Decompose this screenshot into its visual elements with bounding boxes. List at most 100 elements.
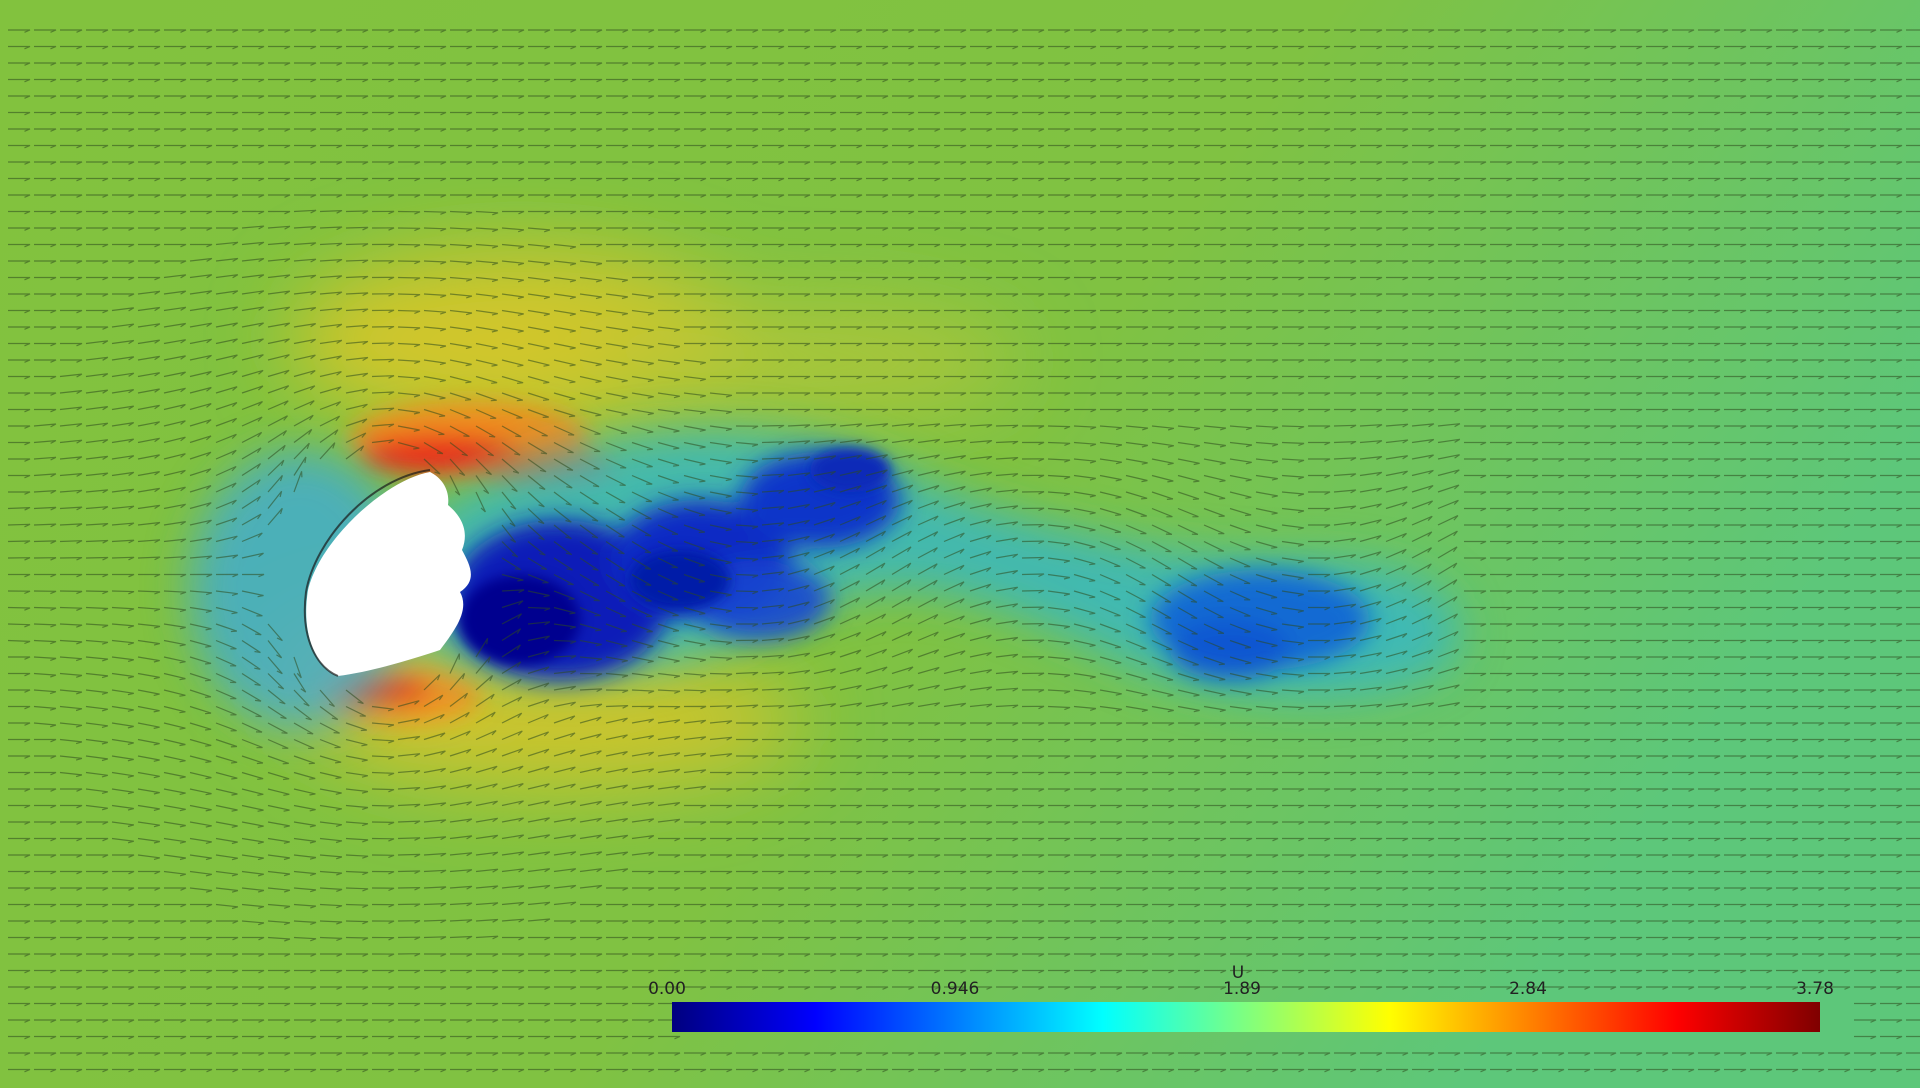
velocity-arrow — [969, 455, 993, 460]
velocity-arrow — [1828, 408, 1851, 413]
velocity-arrow — [189, 306, 213, 312]
velocity-arrow — [1308, 705, 1331, 710]
velocity-arrow — [839, 667, 862, 675]
velocity-arrow — [1048, 837, 1071, 842]
velocity-arrow — [1594, 524, 1617, 528]
velocity-arrow — [631, 818, 655, 823]
velocity-arrow — [1828, 458, 1851, 462]
velocity-arrow — [189, 705, 212, 715]
velocity-arrow — [866, 953, 889, 957]
velocity-arrow — [1906, 458, 1920, 460]
velocity-arrow — [1906, 194, 1920, 196]
velocity-arrow — [1204, 1052, 1227, 1056]
velocity-arrow — [1334, 359, 1357, 363]
velocity-arrow — [1646, 507, 1669, 512]
velocity-arrow — [423, 802, 447, 807]
velocity-arrow — [1490, 557, 1513, 561]
velocity-arrow — [1334, 887, 1357, 891]
velocity-arrow — [475, 918, 499, 923]
velocity-arrow — [372, 144, 395, 149]
velocity-arrow — [1360, 276, 1383, 281]
velocity-arrow — [839, 516, 861, 526]
velocity-arrow — [866, 210, 889, 215]
velocity-arrow — [1854, 45, 1877, 50]
velocity-arrow — [1021, 705, 1045, 710]
velocity-arrow — [137, 290, 161, 295]
velocity-arrow — [632, 969, 655, 974]
velocity-arrow — [1074, 29, 1097, 33]
velocity-arrow — [1334, 95, 1357, 99]
velocity-arrow — [1464, 573, 1487, 578]
velocity-arrow — [501, 885, 525, 890]
velocity-arrow — [345, 738, 368, 747]
velocity-arrow — [8, 722, 31, 726]
velocity-arrow — [1594, 1068, 1617, 1073]
velocity-arrow — [1437, 596, 1458, 609]
velocity-arrow — [632, 953, 655, 957]
velocity-arrow — [1308, 177, 1331, 182]
velocity-arrow — [1724, 524, 1747, 528]
velocity-arrow — [865, 613, 887, 625]
velocity-arrow — [1099, 590, 1121, 601]
velocity-arrow — [319, 291, 343, 296]
velocity-arrow — [710, 920, 733, 924]
velocity-arrow — [1100, 854, 1123, 858]
velocity-arrow — [1516, 29, 1539, 33]
velocity-arrow — [1100, 359, 1123, 363]
velocity-arrow — [1125, 639, 1147, 650]
velocity-arrow — [892, 326, 915, 330]
velocity-arrow — [814, 62, 837, 66]
velocity-arrow — [34, 227, 57, 231]
velocity-arrow — [371, 439, 395, 444]
velocity-arrow — [1516, 177, 1539, 182]
velocity-arrow — [1125, 524, 1147, 535]
velocity-arrow — [138, 1035, 161, 1040]
velocity-arrow — [1906, 243, 1920, 246]
velocity-arrow — [840, 375, 863, 380]
velocity-arrow — [1490, 29, 1513, 33]
velocity-arrow — [736, 392, 759, 396]
velocity-arrow — [917, 547, 938, 559]
velocity-arrow — [1672, 920, 1695, 924]
velocity-arrow — [1880, 689, 1903, 693]
velocity-arrow — [1880, 309, 1903, 314]
velocity-arrow — [294, 128, 317, 132]
velocity-arrow — [60, 342, 83, 347]
velocity-arrow — [1204, 837, 1227, 842]
velocity-arrow — [709, 705, 733, 709]
velocity-arrow — [8, 276, 31, 281]
velocity-arrow — [605, 705, 629, 709]
velocity-arrow — [1594, 243, 1617, 248]
velocity-arrow — [970, 62, 993, 66]
velocity-arrow — [788, 870, 811, 875]
velocity-arrow — [320, 144, 343, 149]
velocity-arrow — [709, 590, 732, 597]
velocity-arrow — [293, 226, 317, 230]
velocity-arrow — [943, 702, 967, 708]
velocity-arrow — [319, 821, 342, 827]
velocity-arrow — [1516, 738, 1539, 743]
velocity-arrow — [60, 1002, 83, 1007]
velocity-arrow — [839, 547, 861, 559]
velocity-arrow — [918, 342, 941, 347]
velocity-arrow — [1568, 854, 1591, 858]
velocity-arrow — [1516, 557, 1539, 561]
velocity-arrow — [579, 639, 602, 647]
velocity-arrow — [476, 45, 499, 50]
velocity-arrow — [944, 755, 967, 759]
velocity-arrow — [1802, 29, 1825, 33]
velocity-arrow — [710, 342, 733, 347]
velocity-arrow — [137, 623, 161, 629]
velocity-arrow — [1359, 584, 1382, 592]
velocity-arrow — [1854, 95, 1877, 99]
velocity-arrow — [1568, 590, 1591, 594]
velocity-arrow — [528, 936, 551, 941]
velocity-arrow — [657, 606, 679, 617]
velocity-arrow — [1126, 771, 1149, 776]
velocity-arrow — [33, 456, 57, 461]
velocity-arrow — [1646, 656, 1669, 660]
velocity-arrow — [1177, 441, 1200, 448]
velocity-arrow — [1464, 722, 1487, 726]
velocity-arrow — [1256, 854, 1279, 858]
